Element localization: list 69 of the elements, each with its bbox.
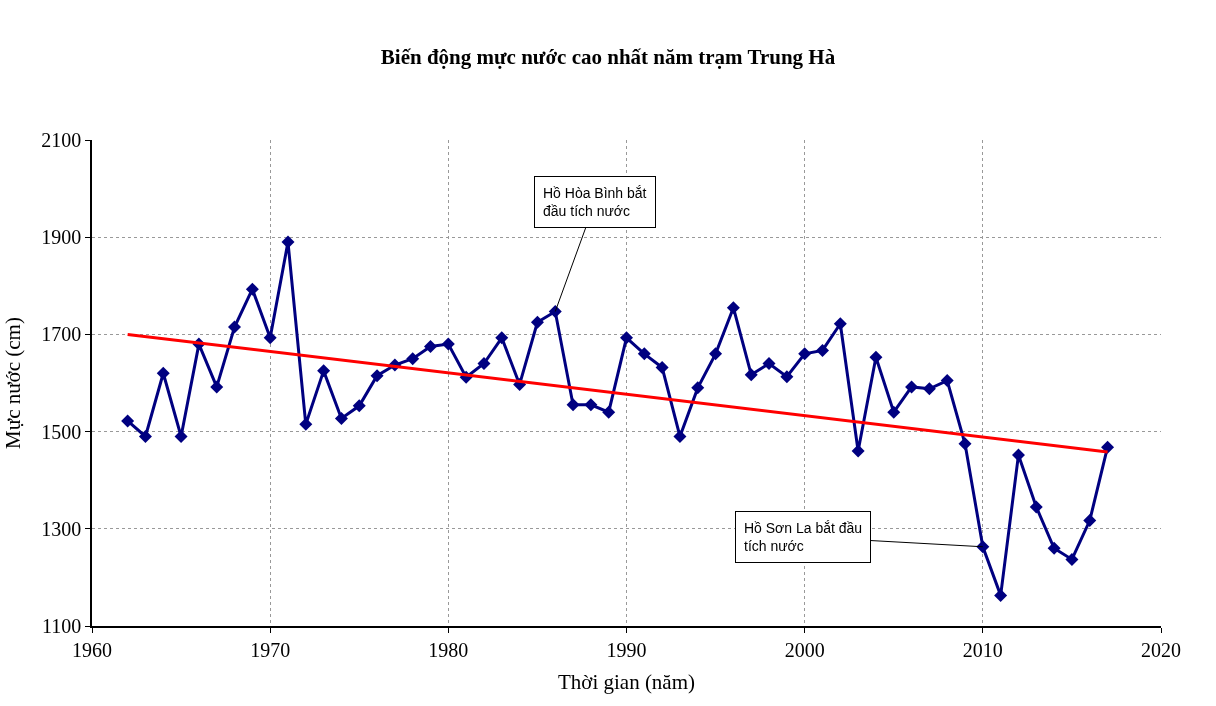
annotation: Hồ Sơn La bắt đầu tích nước bbox=[744, 520, 863, 555]
point bbox=[709, 347, 723, 361]
point bbox=[976, 540, 990, 554]
y-tick-label: 2100 bbox=[41, 129, 82, 151]
point bbox=[1047, 541, 1061, 555]
point bbox=[691, 381, 705, 395]
point bbox=[441, 337, 455, 351]
point bbox=[281, 235, 295, 249]
point bbox=[548, 305, 562, 319]
point bbox=[1029, 500, 1043, 514]
point bbox=[495, 331, 509, 345]
point bbox=[726, 301, 740, 315]
point bbox=[922, 382, 936, 396]
point bbox=[1065, 552, 1079, 566]
point bbox=[905, 380, 919, 394]
y-tick-label: 1900 bbox=[41, 226, 82, 249]
point bbox=[121, 414, 135, 428]
annotation: Hồ Hòa Bình bắt đầu tích nước bbox=[543, 185, 647, 220]
point bbox=[833, 317, 847, 331]
point bbox=[245, 282, 259, 296]
point bbox=[228, 320, 242, 334]
point bbox=[263, 331, 277, 345]
point bbox=[851, 444, 865, 458]
point bbox=[477, 357, 491, 371]
y-tick-label: 1300 bbox=[41, 517, 82, 540]
point bbox=[424, 340, 438, 354]
x-tick-label: 2000 bbox=[784, 638, 825, 661]
x-tick-label: 1970 bbox=[250, 638, 291, 661]
point bbox=[815, 343, 829, 357]
point bbox=[334, 411, 348, 425]
point bbox=[958, 437, 972, 451]
point bbox=[352, 399, 366, 413]
point bbox=[673, 429, 687, 443]
point bbox=[655, 360, 669, 374]
y-tick-label: 1100 bbox=[41, 615, 82, 637]
point bbox=[994, 588, 1008, 602]
point bbox=[637, 347, 651, 361]
point bbox=[317, 364, 331, 378]
point bbox=[762, 357, 776, 371]
point bbox=[869, 350, 883, 364]
point bbox=[299, 417, 313, 431]
point bbox=[406, 352, 420, 366]
y-axis-title: Mực nước (cm) bbox=[0, 317, 25, 449]
x-tick-label: 1980 bbox=[428, 638, 469, 661]
point bbox=[1083, 514, 1097, 528]
point bbox=[566, 398, 580, 412]
x-axis-title: Thời gian (năm) bbox=[557, 670, 696, 695]
point bbox=[1011, 448, 1025, 462]
point bbox=[620, 331, 633, 345]
y-tick-label: 1700 bbox=[41, 323, 82, 346]
point bbox=[602, 405, 616, 419]
x-tick-label: 1960 bbox=[72, 638, 112, 661]
point bbox=[370, 369, 384, 383]
x-tick-label: 2020 bbox=[1141, 638, 1181, 661]
chart-title: Biến động mực nước cao nhất năm trạm Trung Hà bbox=[380, 45, 836, 70]
point bbox=[584, 398, 598, 412]
point bbox=[1101, 440, 1115, 454]
point bbox=[138, 429, 152, 443]
point bbox=[940, 374, 954, 388]
x-tick-label: 2010 bbox=[962, 638, 1003, 661]
point bbox=[887, 405, 901, 419]
point bbox=[530, 315, 544, 329]
point bbox=[744, 368, 758, 382]
point bbox=[210, 380, 224, 394]
point bbox=[798, 347, 812, 361]
point bbox=[156, 366, 170, 380]
x-tick-label: 1990 bbox=[606, 638, 647, 661]
y-tick-label: 1500 bbox=[41, 420, 82, 443]
point bbox=[780, 370, 794, 384]
